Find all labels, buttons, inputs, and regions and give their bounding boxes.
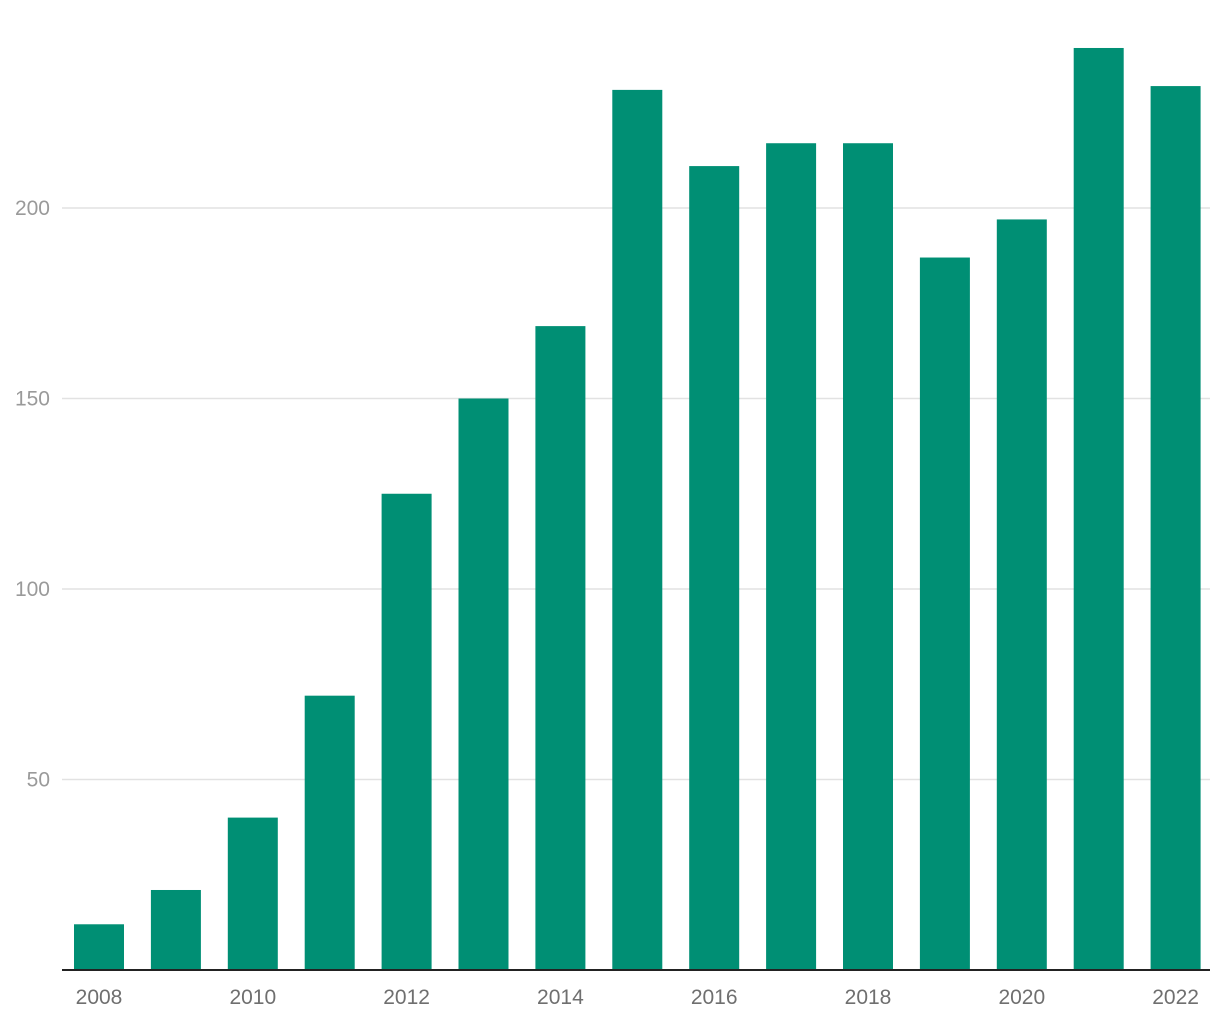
x-tick-label-2014: 2014 [537,986,584,1009]
x-axis-ticks: 2008 2010 2012 2014 2016 2018 2020 2022 [76,986,1199,1009]
bar-2019 [919,257,970,970]
bar-2008 [74,924,124,970]
bar-2012 [381,493,432,970]
bar-2010 [227,817,278,970]
y-tick-label-150: 150 [15,388,50,411]
bar-2016 [689,166,740,971]
y-tick-label-200: 200 [15,197,50,220]
x-tick-label-2018: 2018 [845,986,892,1009]
bar-2021 [1073,47,1124,971]
x-tick-label-2016: 2016 [691,986,738,1009]
bar-2013 [458,398,509,970]
x-tick-label-2012: 2012 [383,986,430,1009]
x-tick-label-2022: 2022 [1152,986,1199,1009]
bars [74,47,1201,971]
bar-2017 [766,143,817,971]
bar-2014 [535,326,586,970]
y-tick-label-100: 100 [15,578,50,601]
bar-2020 [996,219,1047,970]
bar-2015 [612,89,663,970]
x-tick-label-2020: 2020 [998,986,1045,1009]
y-tick-label-50: 50 [27,769,50,792]
bar-2009 [150,889,201,970]
x-tick-label-2010: 2010 [229,986,276,1009]
bar-2022 [1150,86,1201,970]
x-tick-label-2008: 2008 [76,986,123,1009]
bar-2011 [304,695,355,970]
bar-2018 [843,143,893,971]
y-axis-ticks: 50 100 150 200 [15,197,50,792]
